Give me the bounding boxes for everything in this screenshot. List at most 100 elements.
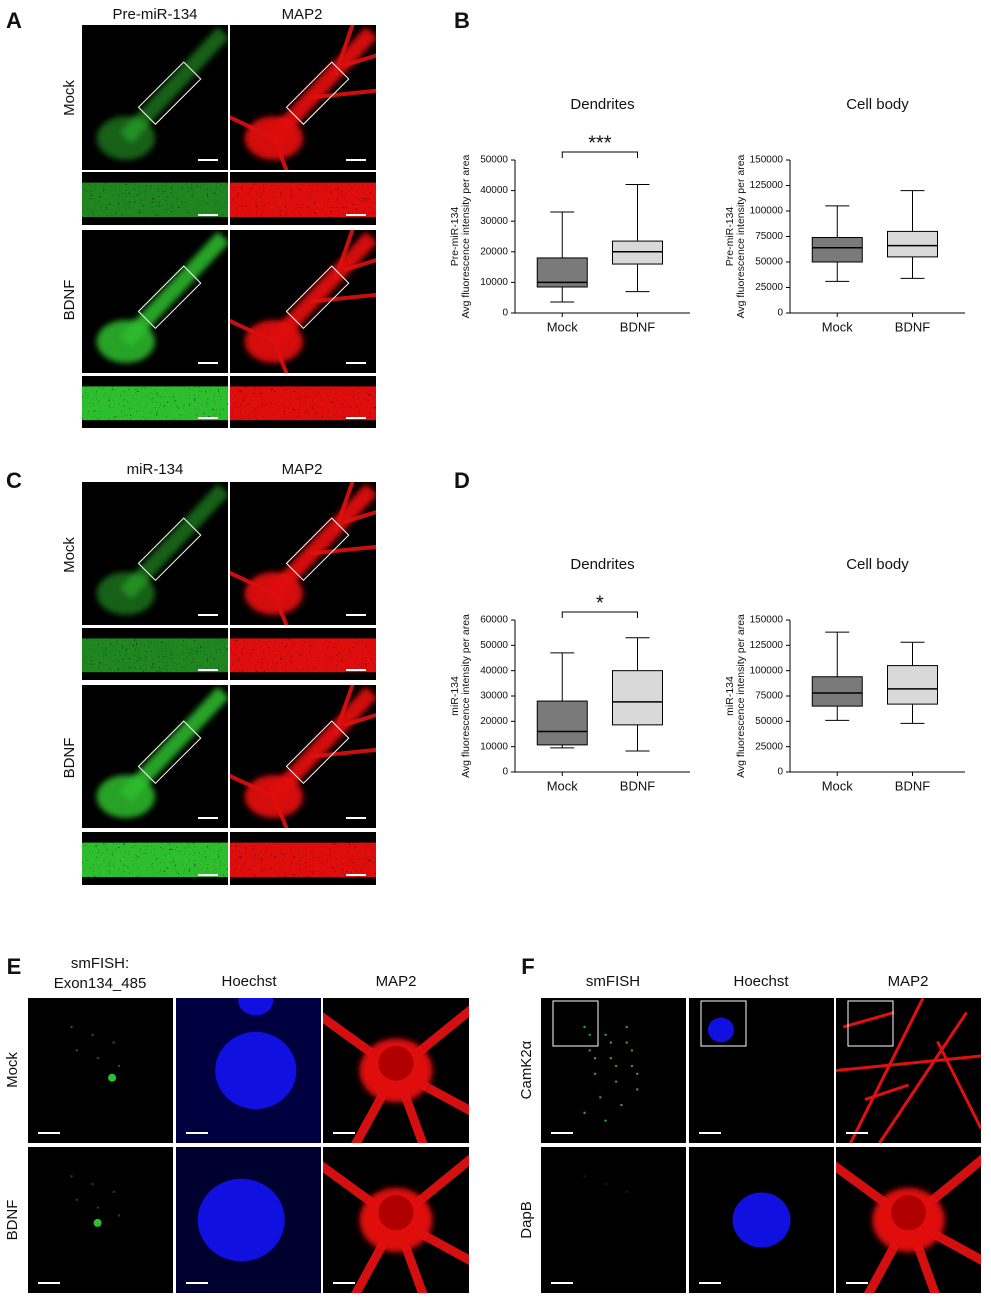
fish-spot bbox=[588, 1049, 591, 1052]
box bbox=[811, 237, 863, 263]
y-tick-label: 20000 bbox=[480, 246, 508, 257]
y-tick-label: 0 bbox=[777, 767, 783, 778]
y-axis-label: Avg fluorescence intensity per area bbox=[735, 614, 747, 778]
box bbox=[887, 665, 938, 705]
y-tick-label: 125000 bbox=[750, 180, 784, 191]
y-tick-label: 100000 bbox=[750, 665, 784, 676]
dendrite-zoom bbox=[230, 386, 376, 421]
micrograph bbox=[82, 482, 228, 625]
y-tick-label: 0 bbox=[777, 308, 783, 319]
micrograph bbox=[230, 172, 376, 225]
nucleus bbox=[732, 1192, 791, 1248]
x-tick-label: BDNF bbox=[895, 778, 930, 793]
fish-spot bbox=[620, 1103, 623, 1107]
fish-spot bbox=[112, 1041, 115, 1044]
neurite bbox=[842, 1011, 895, 1029]
column-header: smFISH: bbox=[71, 955, 129, 972]
micrograph bbox=[82, 172, 228, 225]
row-label: BDNF bbox=[4, 1200, 21, 1241]
column-header: Hoechst bbox=[733, 973, 789, 990]
micrograph bbox=[689, 1147, 834, 1293]
micrograph bbox=[176, 1147, 321, 1293]
micrograph bbox=[176, 998, 321, 1143]
image-background bbox=[541, 998, 686, 1143]
fish-spot bbox=[70, 1175, 73, 1178]
y-tick-label: 30000 bbox=[480, 216, 508, 227]
fish-spot bbox=[625, 1025, 628, 1029]
column-header: MAP2 bbox=[888, 973, 929, 990]
x-tick-label: Mock bbox=[822, 319, 854, 334]
micrograph bbox=[323, 998, 469, 1143]
y-axis-label: Avg fluorescence intensity per area bbox=[735, 154, 747, 318]
nucleus-shadow bbox=[891, 1195, 926, 1231]
y-axis-label: Pre-miR-134 bbox=[449, 207, 461, 267]
column-header: Hoechst bbox=[221, 973, 277, 990]
dendrite-zoom bbox=[82, 842, 228, 878]
fish-spot bbox=[614, 1064, 618, 1068]
inset-box bbox=[137, 517, 202, 582]
micrograph bbox=[230, 482, 376, 625]
column-header: MAP2 bbox=[282, 461, 323, 478]
neurite bbox=[864, 1083, 909, 1101]
column-header: miR-134 bbox=[127, 461, 184, 478]
micrograph bbox=[28, 998, 173, 1143]
nucleus bbox=[238, 998, 274, 1016]
fish-spot bbox=[630, 1049, 634, 1052]
micrograph bbox=[82, 230, 228, 373]
x-tick-label: Mock bbox=[547, 319, 579, 334]
nucleus bbox=[197, 1178, 285, 1262]
fish-spot bbox=[583, 1175, 586, 1178]
branch bbox=[333, 685, 355, 736]
soma bbox=[244, 116, 303, 160]
micrograph bbox=[28, 1147, 173, 1293]
image-background bbox=[541, 1147, 686, 1293]
y-tick-label: 25000 bbox=[755, 282, 783, 293]
panel-letter: E bbox=[7, 954, 22, 979]
box bbox=[536, 700, 588, 746]
fish-spot bbox=[93, 1218, 102, 1227]
fish-spot bbox=[108, 1073, 117, 1082]
fish-spot bbox=[75, 1198, 78, 1201]
neurite bbox=[936, 1040, 981, 1130]
fish-spot bbox=[636, 1072, 639, 1076]
fish-spot bbox=[609, 1041, 613, 1044]
panel-letter: C bbox=[6, 468, 22, 493]
micrograph bbox=[836, 1147, 981, 1293]
fish-spot bbox=[70, 1025, 73, 1029]
fish-spot bbox=[625, 1190, 628, 1194]
fish-spot bbox=[112, 1190, 115, 1194]
y-tick-label: 150000 bbox=[750, 155, 784, 166]
panel-letter: A bbox=[6, 8, 22, 33]
y-tick-label: 125000 bbox=[750, 640, 784, 651]
fish-spot bbox=[604, 1182, 607, 1186]
fish-spot bbox=[636, 1088, 639, 1091]
fish-spot bbox=[630, 1064, 634, 1068]
column-header: MAP2 bbox=[376, 973, 417, 990]
y-tick-label: 60000 bbox=[480, 615, 508, 626]
dendrite-zoom bbox=[82, 182, 228, 218]
fish-spot bbox=[609, 1057, 613, 1060]
branch bbox=[333, 25, 355, 77]
column-header: smFISH bbox=[586, 973, 640, 990]
branch bbox=[343, 53, 376, 68]
y-tick-label: 30000 bbox=[480, 691, 508, 702]
fish-spot bbox=[583, 1111, 586, 1115]
inset-box bbox=[137, 265, 202, 330]
y-tick-label: 20000 bbox=[480, 716, 508, 727]
significance: *** bbox=[588, 132, 612, 154]
x-tick-label: Mock bbox=[822, 778, 854, 793]
micrograph bbox=[82, 628, 228, 680]
y-tick-label: 10000 bbox=[480, 741, 508, 752]
row-label: CamK2α bbox=[518, 1040, 535, 1099]
y-tick-label: 10000 bbox=[480, 277, 508, 288]
panel-letter: D bbox=[454, 468, 470, 493]
box bbox=[612, 670, 663, 726]
inset-box bbox=[137, 61, 202, 125]
branch bbox=[310, 747, 376, 759]
dendrite-zoom bbox=[82, 386, 228, 421]
branch bbox=[343, 510, 376, 524]
fish-spot bbox=[593, 1057, 597, 1060]
chart-title: Cell body bbox=[846, 96, 909, 113]
y-axis-label: Avg fluorescence intensity per area bbox=[460, 154, 472, 318]
